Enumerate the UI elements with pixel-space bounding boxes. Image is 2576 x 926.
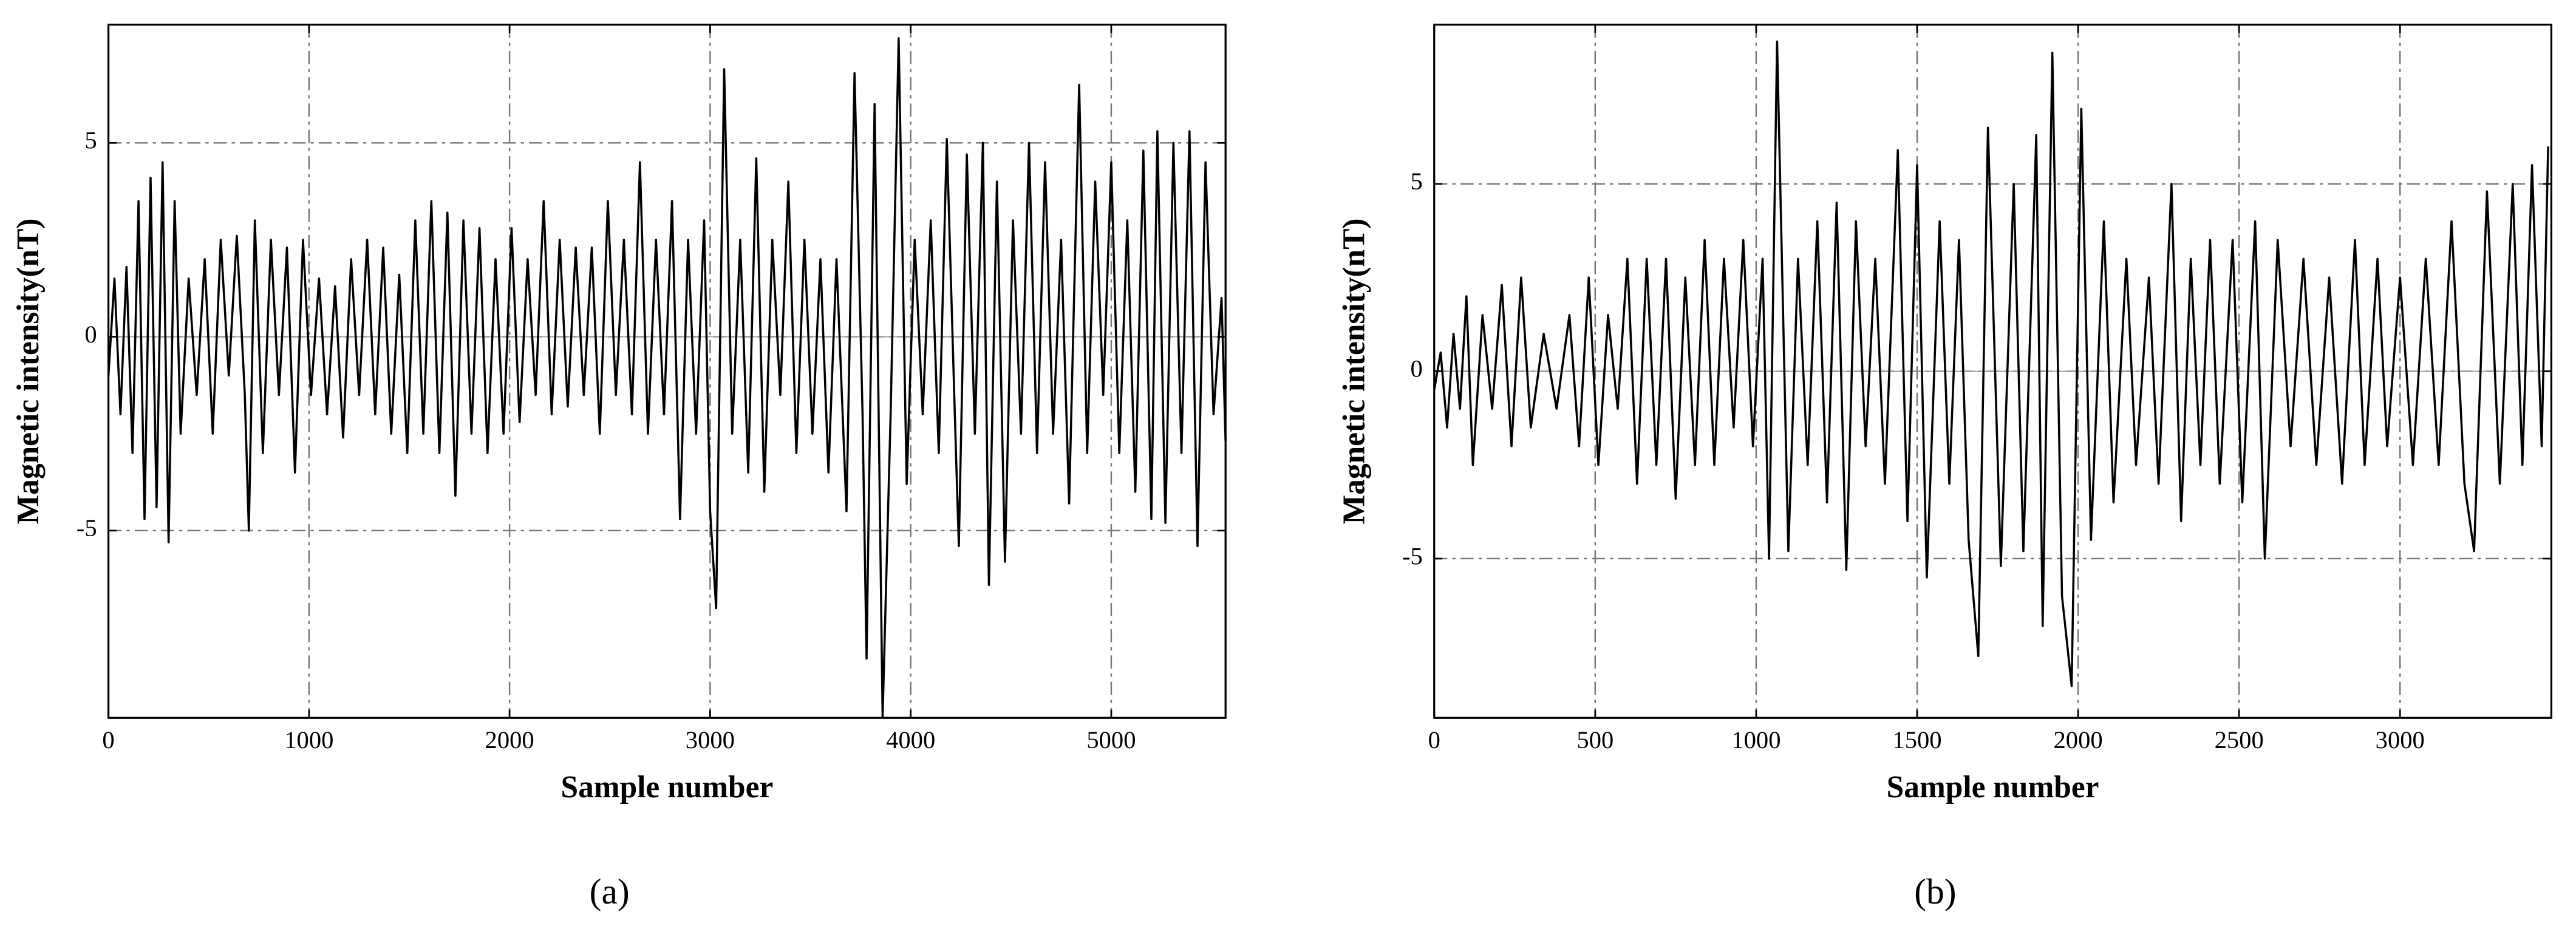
x-tick-label: 4000	[886, 726, 935, 754]
data-line	[1433, 40, 2549, 687]
x-tick-label: 2500	[2215, 726, 2264, 754]
x-tick-label: 1000	[284, 726, 333, 754]
data-line	[107, 37, 1227, 718]
y-axis-label: Magnetic intensity(nT)	[11, 218, 46, 524]
y-tick-label: 5	[84, 127, 97, 154]
x-tick-label: 0	[102, 726, 114, 754]
plot-frame	[107, 23, 1227, 719]
y-axis-label: Magnetic intensity(nT)	[1337, 218, 1371, 524]
y-tick-label: -5	[1402, 542, 1423, 570]
x-tick-label: 500	[1576, 726, 1613, 754]
y-tick-label: -5	[77, 514, 97, 542]
x-tick-label: 5000	[1086, 726, 1136, 754]
plot-frame	[1433, 23, 2553, 719]
x-tick-label: 0	[1428, 726, 1440, 754]
y-tick-label: 0	[1411, 355, 1423, 383]
x-axis-label: Sample number	[561, 770, 773, 805]
x-tick-label: 2000	[2054, 726, 2103, 754]
y-tick-label: 5	[1411, 168, 1423, 195]
x-tick-label: 1000	[1731, 726, 1780, 754]
x-tick-label: 1500	[1892, 726, 1941, 754]
caption: (a)	[590, 871, 630, 911]
x-tick-label: 3000	[686, 726, 735, 754]
x-tick-label: 2000	[485, 726, 534, 754]
x-tick-label: 3000	[2376, 726, 2425, 754]
caption: (b)	[1914, 871, 1956, 911]
x-axis-label: Sample number	[1887, 770, 2099, 805]
y-tick-label: 0	[84, 321, 97, 348]
